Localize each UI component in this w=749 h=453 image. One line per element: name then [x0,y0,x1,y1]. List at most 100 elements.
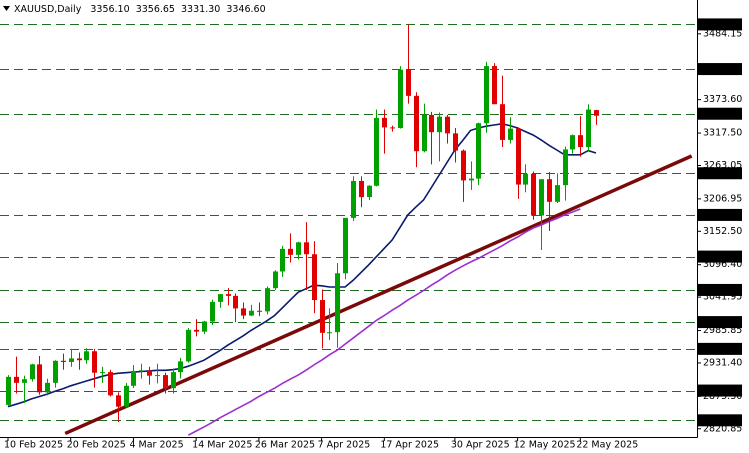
candle-body [382,117,387,128]
candle-body [437,116,442,133]
moving-average [7,122,597,408]
x-tick-label: 4 Mar 2025 [129,440,183,451]
candle-body [155,375,160,377]
candle-body [359,180,364,198]
candle-body [414,95,419,152]
candle-body [374,117,379,186]
candle-body [53,360,58,383]
candle-body [570,135,575,150]
candle-body [320,300,325,333]
level-label-box [698,414,742,427]
candle-body [523,173,528,185]
y-tick-label: 3152.50 [703,226,742,237]
candle-body [186,329,191,362]
candle-body [594,110,599,116]
ohlc-high: 3356.65 [136,4,175,15]
level-label: 3054.00 [702,285,741,296]
candle-body [178,361,183,373]
level-label-box [698,283,742,296]
candle-body [61,360,66,362]
ohlc-open: 3356.10 [90,4,129,15]
candle-body [390,127,395,129]
candle-body [476,123,481,179]
candle-body [69,358,74,362]
candle-body [77,358,82,361]
candle-body [327,332,332,334]
ohlc-close: 3346.60 [226,4,265,15]
candle-body [249,310,254,316]
candle-body [563,149,568,186]
candle-body [108,372,113,396]
candle-body [429,114,434,133]
x-tick-label: 12 May 2025 [514,440,576,451]
candle-body [22,379,27,383]
candle-body [131,370,136,386]
y-tick-label: 2931.40 [703,357,742,368]
candle-body [578,135,583,148]
candle-body [194,329,199,332]
y-tick-label: 3263.05 [703,160,742,171]
level-label-box [698,18,742,31]
level-label: 2885.00 [702,386,741,397]
candle-body [547,179,552,202]
y-tick-label: 3317.50 [703,128,742,139]
level-label-box [698,208,742,221]
x-tick-label: 10 Feb 2025 [4,440,63,451]
chart-title: XAUUSD,Daily [14,4,82,15]
level-label-box [698,107,742,120]
candle-body [257,310,262,312]
x-tick-label: 26 Mar 2025 [255,440,315,451]
candle-body [539,179,544,216]
candle-body [484,66,489,124]
candle-body [312,254,317,301]
y-tick-label: 3041.95 [703,292,742,303]
candle-body [453,133,458,151]
trendline [64,154,693,436]
candle-body [124,385,129,407]
candle-body [304,242,309,255]
y-tick-label: 2820.85 [703,423,742,434]
candle-body [273,271,278,289]
candle-body [210,301,215,322]
candle-body [92,351,97,373]
candle-body [241,308,246,316]
level-label: 2955.00 [702,344,741,355]
y-tick-label: 2985.85 [703,325,742,336]
candle-body [469,178,474,181]
candle-body [296,242,301,255]
candle-body [139,370,144,372]
candle-body [500,104,505,140]
candle-body [406,69,411,96]
x-tick-label: 30 Apr 2025 [451,440,510,451]
x-tick-label: 14 Mar 2025 [192,440,252,451]
x-tick-label: 20 Feb 2025 [67,440,126,451]
menu-arrow [3,6,10,11]
candle-body [280,248,285,272]
candle-body [445,116,450,134]
level-label-box [698,342,742,355]
candle-body [531,173,536,216]
candle-body [265,288,270,312]
candle-body [367,185,372,198]
candle-body [45,382,50,393]
candle-body [492,66,497,105]
candle-body [343,217,348,274]
level-label: 3500.00 [702,19,741,30]
level-label-box [698,316,742,329]
x-tick-label: 7 Apr 2025 [318,440,371,451]
x-tick-label: 22 May 2025 [576,440,638,451]
candle-body [351,180,356,218]
moving-average [187,208,581,436]
candle-body [163,375,168,389]
candle-body [398,69,403,129]
level-label: 3250.00 [702,168,741,179]
level-label: 3350.00 [702,109,741,120]
y-tick-label: 3484.15 [703,28,742,39]
candle-body [116,395,121,407]
y-tick-label: 3206.95 [703,193,742,204]
candle-body [202,321,207,332]
level-label: 3425.00 [702,64,741,75]
chart-header: XAUUSD,Daily 3356.10 3356.65 3331.30 334… [14,4,266,15]
